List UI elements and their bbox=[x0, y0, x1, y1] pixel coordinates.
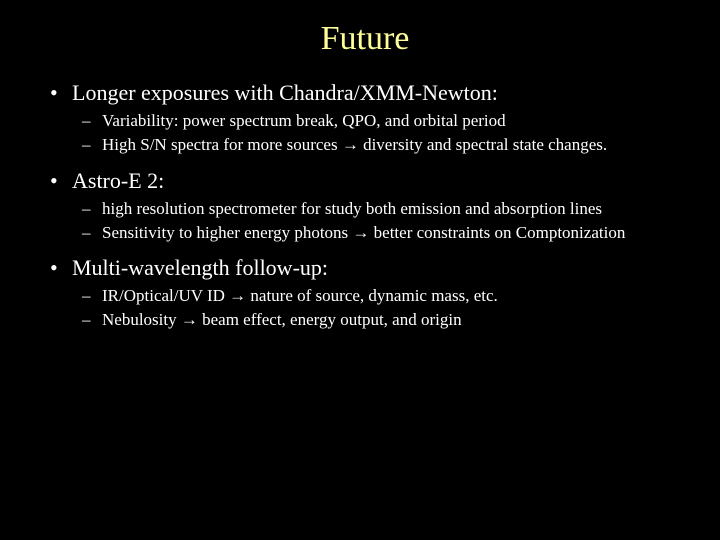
bullet-l2: Variability: power spectrum break, QPO, … bbox=[82, 110, 680, 131]
bullet-group: Multi-wavelength follow-up: IR/Optical/U… bbox=[50, 255, 680, 331]
bullet-l1: Astro-E 2: bbox=[50, 168, 680, 194]
bullet-l1: Multi-wavelength follow-up: bbox=[50, 255, 680, 281]
bullet-l1: Longer exposures with Chandra/XMM-Newton… bbox=[50, 80, 680, 106]
bullet-l2: High S/N spectra for more sources → dive… bbox=[82, 134, 680, 155]
bullet-group: Astro-E 2: high resolution spectrometer … bbox=[50, 168, 680, 244]
bullet-l2: Sensitivity to higher energy photons → b… bbox=[82, 222, 680, 243]
bullet-l2: high resolution spectrometer for study b… bbox=[82, 198, 680, 219]
slide: Future Longer exposures with Chandra/XMM… bbox=[0, 0, 720, 540]
bullet-l2: Nebulosity → beam effect, energy output,… bbox=[82, 309, 680, 330]
bullet-l2: IR/Optical/UV ID → nature of source, dyn… bbox=[82, 285, 680, 306]
bullet-group: Longer exposures with Chandra/XMM-Newton… bbox=[50, 80, 680, 156]
slide-title: Future bbox=[50, 20, 680, 58]
